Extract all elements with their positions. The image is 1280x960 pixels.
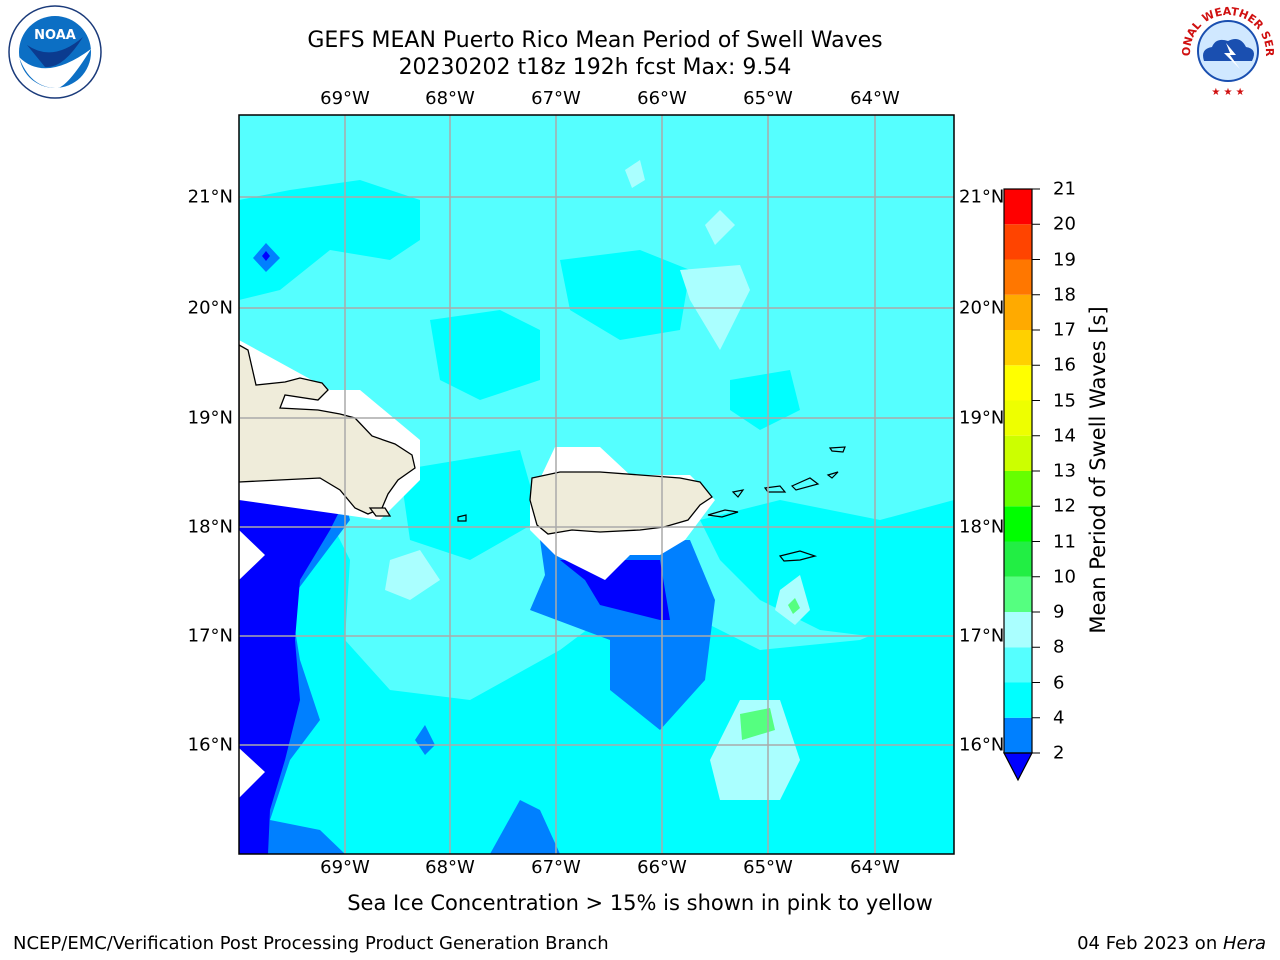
- lat-label-right-21: 21°N: [959, 186, 1005, 208]
- map-subtitle: 20230202 t18z 192h fcst Max: 9.54: [398, 55, 792, 80]
- field-under-2-pr: [560, 560, 670, 620]
- field-4-6-east: [700, 500, 954, 640]
- map-title: GEFS MEAN Puerto Rico Mean Period of Swe…: [307, 28, 883, 53]
- lon-label-top-66: 66°W: [637, 88, 687, 109]
- lon-label-top-67: 67°W: [531, 88, 581, 109]
- lat-label-left-21: 21°N: [187, 186, 233, 208]
- colorbar-box-14: [1004, 400, 1032, 436]
- field-2-4-south-pr: [530, 540, 715, 730]
- lon-label-bottom-69: 69°W: [320, 857, 370, 878]
- lat-label-left-20: 20°N: [187, 297, 233, 319]
- field-under-2-dot: [262, 251, 270, 261]
- hispaniola-land: [239, 344, 416, 515]
- colorbar-box-17: [1004, 294, 1032, 330]
- colorbar-tick-9: 9: [1053, 601, 1065, 623]
- colorbar-box-20: [1004, 189, 1032, 225]
- colorbar-extend-arrow: [1003, 752, 1033, 782]
- noaa-logo-text: NOAA: [34, 28, 76, 43]
- colorbar-box-4: [1004, 682, 1032, 718]
- colorbar-box-16: [1004, 330, 1032, 366]
- lon-label-bottom-67: 67°W: [531, 857, 581, 878]
- lon-label-bottom-66: 66°W: [637, 857, 687, 878]
- colorbar-box-12: [1004, 471, 1032, 507]
- colorbar-box-15: [1004, 365, 1032, 401]
- lon-label-bottom-64: 64°W: [850, 857, 900, 878]
- lat-label-left-17: 17°N: [187, 625, 233, 647]
- colorbar-tick-10: 10: [1053, 566, 1076, 588]
- colorbar-tick-11: 11: [1053, 531, 1076, 552]
- field-8-9-c: [385, 550, 440, 600]
- field-4-6-north: [430, 310, 540, 400]
- colorbar-box-8: [1004, 612, 1032, 648]
- colorbar-box-2: [1004, 717, 1032, 753]
- field-8-9-b: [710, 700, 800, 800]
- lon-label-top-65: 65°W: [743, 88, 793, 109]
- field-2-4-mid: [415, 725, 435, 755]
- colorbar-tick-14: 14: [1053, 425, 1076, 447]
- lat-label-right-18: 18°N: [959, 516, 1005, 538]
- lat-label-left-16: 16°N: [187, 734, 233, 756]
- colorbar-title: Mean Period of Swell Waves [s]: [1086, 306, 1110, 634]
- lat-label-right-20: 20°N: [959, 297, 1005, 319]
- field-under-2-west: [239, 500, 345, 854]
- colorbar-tick-15: 15: [1053, 390, 1076, 411]
- lon-label-top-68: 68°W: [425, 88, 475, 109]
- lat-label-left-19: 19°N: [187, 407, 233, 429]
- colorbar-box-11: [1004, 506, 1032, 542]
- colorbar-tick-19: 19: [1053, 249, 1076, 270]
- field-4-6-ne: [560, 250, 690, 340]
- lat-label-left-18: 18°N: [187, 516, 233, 538]
- colorbar-box-9: [1004, 576, 1032, 612]
- colorbar-box-13: [1004, 435, 1032, 471]
- footer-date: 04 Feb 2023 on Hera: [1077, 933, 1266, 954]
- colorbar-tick-4: 4: [1053, 707, 1065, 729]
- map-frame: [238, 114, 955, 855]
- colorbar-box-19: [1004, 224, 1032, 260]
- field-8-9-f: [625, 160, 645, 188]
- field-9-10-b: [788, 598, 800, 614]
- colorbar: [1003, 188, 1040, 782]
- lon-label-top-69: 69°W: [320, 88, 370, 109]
- colorbar-box-6: [1004, 647, 1032, 683]
- field-8-9-d: [775, 575, 810, 625]
- sea-ice-note: Sea Ice Concentration > 15% is shown in …: [347, 891, 933, 915]
- lat-label-right-16: 16°N: [959, 734, 1005, 756]
- colorbar-tick-12: 12: [1053, 495, 1076, 517]
- colorbar-tick-16: 16: [1053, 354, 1076, 376]
- graticule: [239, 115, 954, 854]
- field-4-6-mid: [400, 450, 540, 560]
- nws-logo-icon: NATIONAL WEATHER SERVICE ★ ★ ★: [1178, 3, 1276, 98]
- colorbar-tick-21: 21: [1053, 178, 1076, 200]
- colorbar-tick-13: 13: [1053, 460, 1076, 482]
- colorbar-tick-8: 8: [1053, 636, 1065, 658]
- colorbar-tick-17: 17: [1053, 319, 1076, 341]
- footer-date-text: 04 Feb 2023 on: [1077, 933, 1223, 954]
- footer-branch: NCEP/EMC/Verification Post Processing Pr…: [13, 933, 609, 954]
- colorbar-box-18: [1004, 259, 1032, 295]
- lon-label-bottom-65: 65°W: [743, 857, 793, 878]
- lon-label-top-64: 64°W: [850, 88, 900, 109]
- colorbar-tick-6: 6: [1053, 672, 1065, 693]
- field-4-6-nne: [730, 370, 800, 430]
- field-4-6-west: [239, 180, 420, 300]
- colorbar-box-10: [1004, 541, 1032, 577]
- lat-label-right-19: 19°N: [959, 407, 1005, 429]
- field-9-10-a: [740, 708, 775, 740]
- field-2-4-sw: [490, 800, 560, 854]
- lon-label-bottom-68: 68°W: [425, 857, 475, 878]
- noaa-logo-icon: NOAA: [8, 5, 102, 99]
- field-8-9-e: [705, 210, 735, 245]
- footer-machine: Hera: [1222, 933, 1266, 954]
- colorbar-tick-18: 18: [1053, 284, 1076, 306]
- puerto-rico-land: [529, 471, 713, 535]
- colorbar-tick-2: 2: [1053, 742, 1065, 764]
- lat-label-right-17: 17°N: [959, 625, 1005, 647]
- colorbar-tick-20: 20: [1053, 213, 1076, 235]
- svg-text:★ ★ ★: ★ ★ ★: [1211, 87, 1244, 98]
